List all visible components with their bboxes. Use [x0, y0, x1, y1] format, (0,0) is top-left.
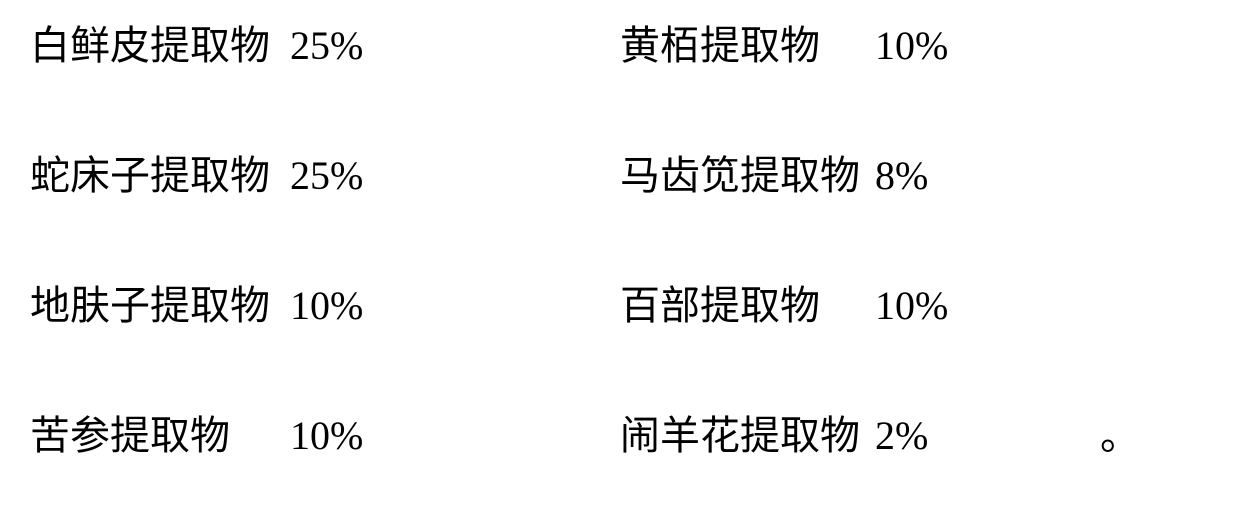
ingredient-percent: 8% — [875, 148, 928, 204]
ingredient-name: 苦参提取物 — [30, 408, 230, 464]
ingredient-percent: 25% — [290, 18, 363, 74]
table-row: 蛇床子提取物 25% 马齿笕提取物 8% — [0, 148, 1239, 204]
ingredient-name: 百部提取物 — [620, 278, 820, 334]
table-row: 苦参提取物 10% 闹羊花提取物 2% 。 — [0, 408, 1239, 464]
ingredient-percent: 10% — [290, 408, 363, 464]
ingredient-name: 白鲜皮提取物 — [30, 18, 270, 74]
ingredient-name: 蛇床子提取物 — [30, 148, 270, 204]
extract-composition-table: 白鲜皮提取物 25% 黄栢提取物 10% 蛇床子提取物 25% 马齿笕提取物 8… — [0, 0, 1239, 512]
ingredient-percent: 2% — [875, 408, 928, 464]
ingredient-name: 马齿笕提取物 — [620, 148, 860, 204]
ingredient-percent: 10% — [875, 278, 948, 334]
table-row: 地肤子提取物 10% 百部提取物 10% — [0, 278, 1239, 334]
ingredient-name: 黄栢提取物 — [620, 18, 820, 74]
table-row: 白鲜皮提取物 25% 黄栢提取物 10% — [0, 18, 1239, 74]
ingredient-percent: 25% — [290, 148, 363, 204]
ingredient-name: 闹羊花提取物 — [620, 408, 860, 464]
ingredient-name: 地肤子提取物 — [30, 278, 270, 334]
ingredient-percent: 10% — [875, 18, 948, 74]
trailing-period: 。 — [1100, 408, 1140, 464]
ingredient-percent: 10% — [290, 278, 363, 334]
